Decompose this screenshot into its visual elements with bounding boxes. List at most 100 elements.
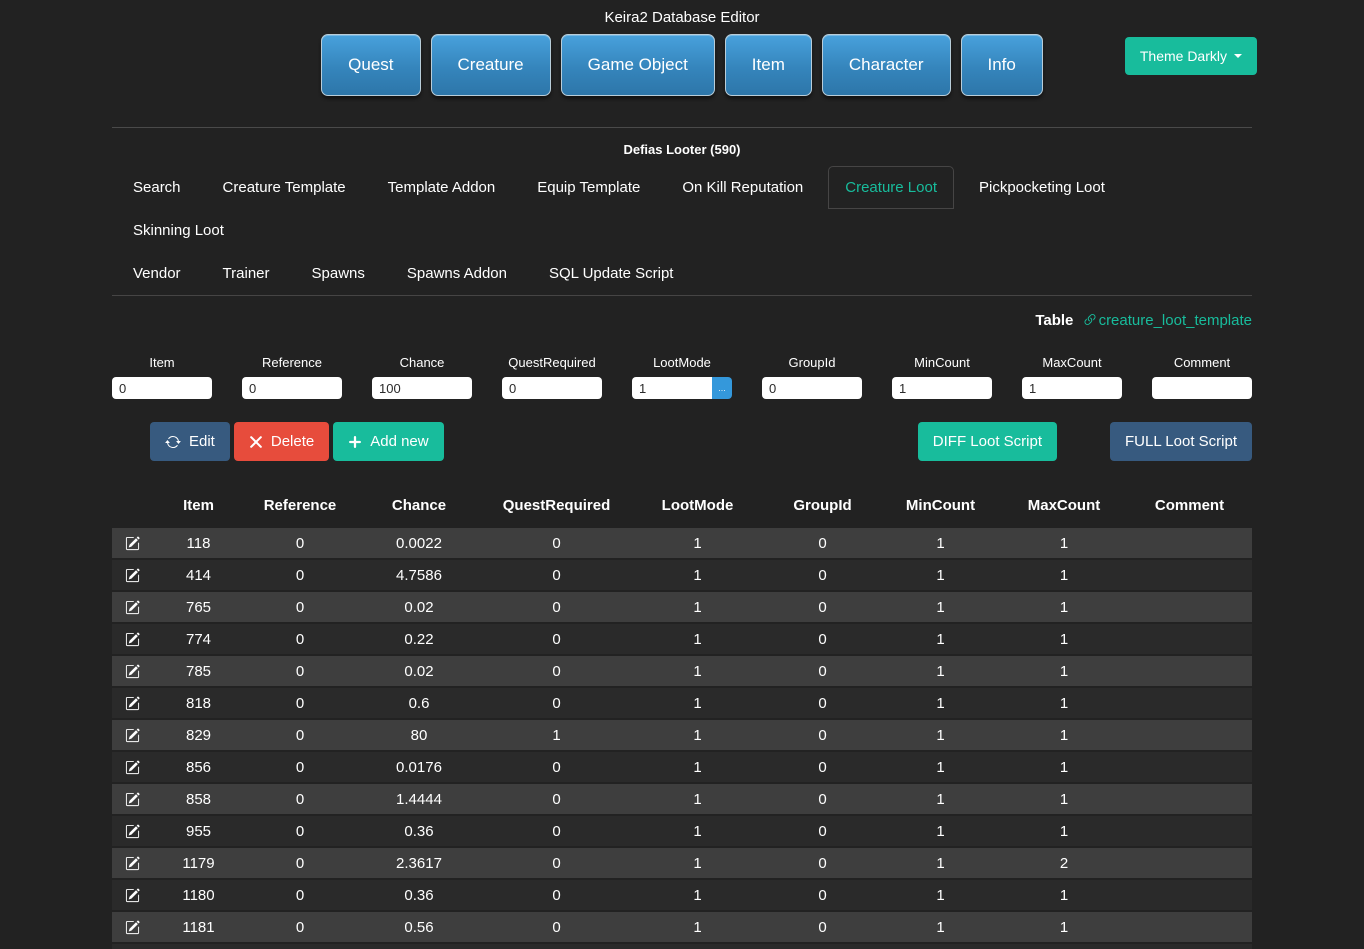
- cell-maxcount: 2: [1059, 854, 1069, 872]
- cell-mincount: 1: [936, 598, 945, 616]
- cell-mincount: 1: [936, 630, 945, 648]
- cell-maxcount: 1: [1059, 918, 1069, 936]
- row-edit-button[interactable]: [112, 759, 152, 775]
- chevron-down-icon: [1234, 54, 1242, 58]
- tab-spawns[interactable]: Spawns: [311, 265, 365, 282]
- cell-lootmode: 1: [693, 598, 702, 616]
- table-row: 785 0 0.02 0 1 0 1 1: [112, 654, 1252, 686]
- field-reference: Reference: [242, 355, 342, 399]
- nav-button-quest[interactable]: Quest: [321, 34, 421, 96]
- cell-reference: 0: [295, 726, 305, 744]
- cell-item: 955: [185, 822, 212, 840]
- loot-table-body: 118 0 0.0022 0 1 0 1 1 414 0 4.7586 0 1 0 1 1 765 0 0.02 0 1…: [112, 526, 1252, 949]
- cell-mincount: 1: [936, 726, 945, 744]
- cell-groupid: 0: [818, 534, 827, 552]
- groupid-input[interactable]: [762, 377, 862, 399]
- tab-equip-template[interactable]: Equip Template: [537, 179, 641, 196]
- tab-vendor[interactable]: Vendor: [133, 265, 181, 282]
- cell-reference: 0: [295, 694, 305, 712]
- cell-groupid: 0: [818, 566, 827, 584]
- cell-mincount: 1: [936, 758, 945, 776]
- nav-buttons: Quest Creature Game Object Item Character Inf…: [0, 34, 1364, 96]
- questrequired-input[interactable]: [502, 377, 602, 399]
- cell-lootmode: 1: [693, 918, 702, 936]
- cell-chance: 0.36: [404, 822, 434, 840]
- pencil-square-icon: [125, 631, 140, 646]
- row-edit-button[interactable]: [112, 887, 152, 903]
- pencil-square-icon: [125, 759, 140, 774]
- cell-maxcount: 1: [1059, 662, 1069, 680]
- cell-lootmode: 1: [693, 630, 702, 648]
- mincount-input[interactable]: [892, 377, 992, 399]
- item-input[interactable]: [112, 377, 212, 399]
- diff-loot-script-button[interactable]: DIFF Loot Script: [917, 422, 1057, 461]
- cell-questrequired: 0: [552, 694, 561, 712]
- tab-pickpocketing-loot[interactable]: Pickpocketing Loot: [979, 179, 1105, 196]
- nav-button-game-object[interactable]: Game Object: [560, 34, 715, 96]
- add-new-button-label: Add new: [370, 433, 429, 450]
- cell-item: 774: [185, 630, 212, 648]
- tab-creature-template[interactable]: Creature Template: [222, 179, 346, 196]
- delete-button[interactable]: Delete: [233, 422, 330, 461]
- cell-questrequired: 0: [552, 918, 561, 936]
- page-title: Keira2 Database Editor: [604, 9, 760, 26]
- row-edit-button[interactable]: [112, 791, 152, 807]
- field-label-mincount: MinCount: [914, 355, 970, 370]
- row-edit-button[interactable]: [112, 567, 152, 583]
- cell-mincount: 1: [936, 694, 945, 712]
- cell-questrequired: 0: [552, 630, 561, 648]
- cell-item: 1181: [182, 918, 215, 936]
- nav-button-character[interactable]: Character: [821, 34, 951, 96]
- cell-item: 856: [185, 758, 212, 776]
- table-name-link[interactable]: creature_loot_template: [1078, 312, 1252, 329]
- cell-mincount: 1: [936, 918, 945, 936]
- tab-spawns-addon[interactable]: Spawns Addon: [406, 265, 507, 282]
- row-edit-button[interactable]: [112, 663, 152, 679]
- cell-chance: 0.0176: [396, 758, 442, 776]
- cell-groupid: 0: [818, 790, 827, 808]
- table-name-text: creature_loot_template: [1098, 312, 1252, 329]
- nav-button-creature[interactable]: Creature: [430, 34, 551, 96]
- field-comment: Comment: [1152, 355, 1252, 399]
- row-edit-button[interactable]: [112, 599, 152, 615]
- cell-mincount: 1: [936, 790, 945, 808]
- comment-input[interactable]: [1152, 377, 1252, 399]
- row-edit-button[interactable]: [112, 535, 152, 551]
- theme-dropdown-button[interactable]: Theme Darkly: [1124, 37, 1257, 75]
- row-edit-button[interactable]: [112, 855, 152, 871]
- add-new-button[interactable]: Add new: [333, 422, 444, 461]
- tab-skinning-loot[interactable]: Skinning Loot: [133, 222, 224, 239]
- full-loot-script-button[interactable]: FULL Loot Script: [1110, 422, 1252, 461]
- pencil-square-icon: [125, 887, 140, 902]
- row-edit-button[interactable]: [112, 631, 152, 647]
- maxcount-input[interactable]: [1022, 377, 1122, 399]
- reference-input[interactable]: [242, 377, 342, 399]
- tab-search[interactable]: Search: [133, 179, 181, 196]
- row-edit-button[interactable]: [112, 727, 152, 743]
- tab-sql-update-script[interactable]: SQL Update Script: [548, 265, 674, 282]
- cell-maxcount: 1: [1059, 630, 1069, 648]
- row-edit-button[interactable]: [112, 919, 152, 935]
- table-row: 829 0 80 1 1 0 1 1: [112, 718, 1252, 750]
- chance-input[interactable]: [372, 377, 472, 399]
- tab-creature-loot[interactable]: Creature Loot: [828, 166, 954, 209]
- tab-trainer[interactable]: Trainer: [222, 265, 270, 282]
- plus-icon: [349, 435, 362, 448]
- lootmode-input[interactable]: [632, 377, 712, 399]
- edit-button[interactable]: Edit: [150, 422, 230, 461]
- row-edit-button[interactable]: [112, 823, 152, 839]
- cell-chance: 4.7586: [396, 566, 442, 584]
- tab-on-kill-reputation[interactable]: On Kill Reputation: [682, 179, 804, 196]
- lootmode-more-button[interactable]: ...: [712, 377, 732, 399]
- cell-groupid: 0: [818, 854, 827, 872]
- field-mincount: MinCount: [892, 355, 992, 399]
- row-edit-button[interactable]: [112, 695, 152, 711]
- field-groupid: GroupId: [762, 355, 862, 399]
- tab-template-addon[interactable]: Template Addon: [387, 179, 496, 196]
- tab-row-2: Vendor Trainer Spawns Spawns Addon SQL Updat…: [112, 252, 1252, 295]
- cell-maxcount: 1: [1059, 694, 1069, 712]
- nav-button-info[interactable]: Info: [960, 34, 1043, 96]
- nav-button-item[interactable]: Item: [724, 34, 812, 96]
- cell-questrequired: 0: [552, 758, 561, 776]
- pencil-square-icon: [125, 695, 140, 710]
